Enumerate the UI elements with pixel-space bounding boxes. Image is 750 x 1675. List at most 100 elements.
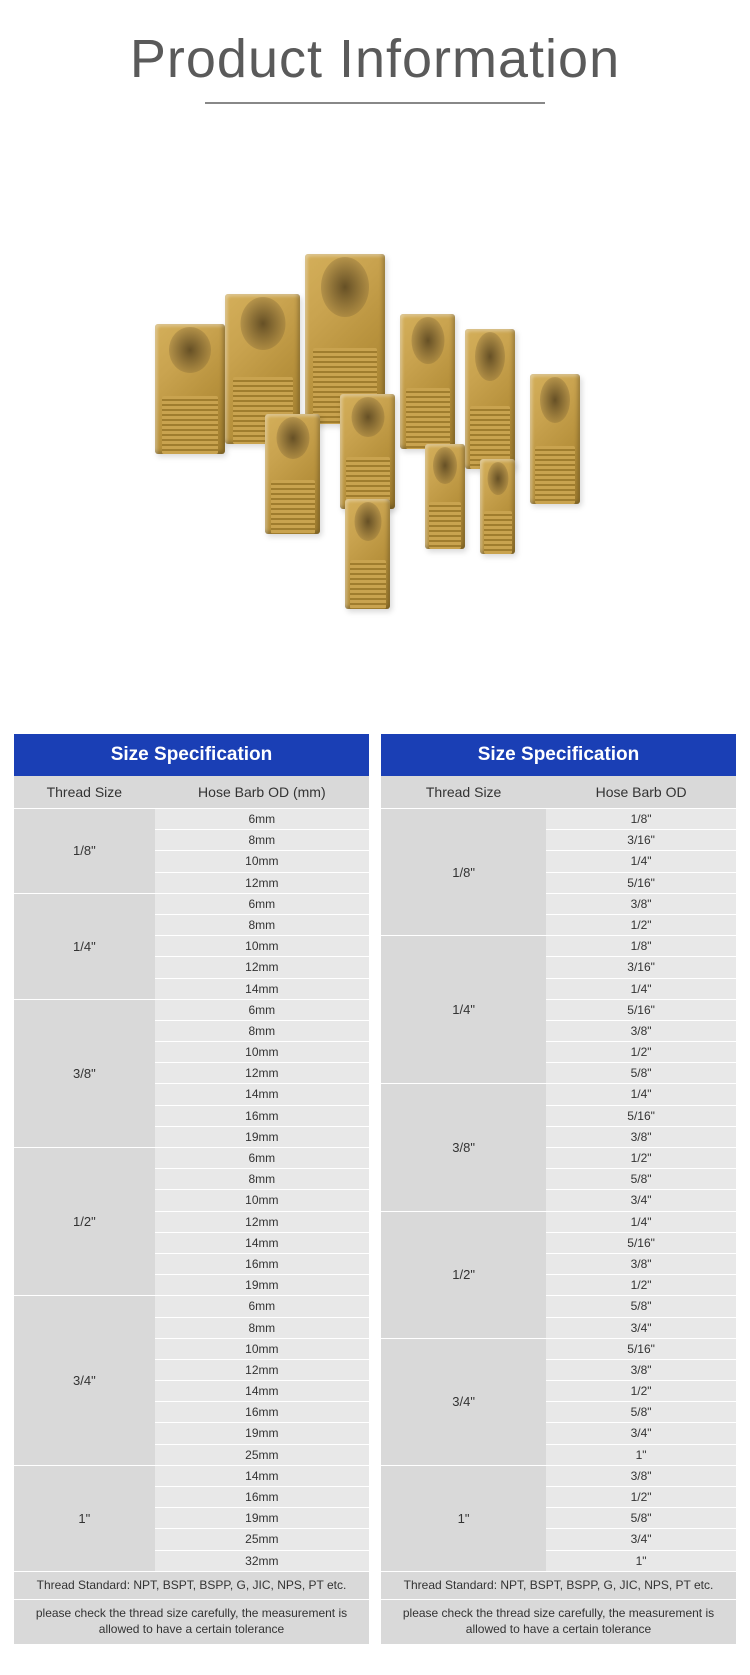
hose-barb-cell: 12mm	[155, 1359, 369, 1380]
hose-barb-cell: 1/2"	[546, 1487, 736, 1508]
brass-fitting	[465, 329, 515, 469]
size-spec-table-mm: Size SpecificationThread SizeHose Barb O…	[14, 734, 369, 1645]
thread-size-cell: 3/8"	[381, 1084, 546, 1211]
hose-barb-cell: 1/2"	[546, 914, 736, 935]
hose-barb-cell: 1/2"	[546, 1381, 736, 1402]
hose-barb-cell: 8mm	[155, 830, 369, 851]
hose-barb-cell: 3/4"	[546, 1317, 736, 1338]
hose-barb-cell: 3/16"	[546, 830, 736, 851]
hose-barb-cell: 3/8"	[546, 1253, 736, 1274]
tables-container: Size SpecificationThread SizeHose Barb O…	[0, 734, 750, 1675]
brass-fitting	[345, 499, 390, 609]
hose-barb-cell: 14mm	[155, 1465, 369, 1486]
brass-fitting	[530, 374, 580, 504]
hose-barb-cell: 14mm	[155, 978, 369, 999]
thread-size-cell: 3/8"	[14, 999, 155, 1147]
thread-size-cell: 1"	[381, 1465, 546, 1571]
hose-barb-cell: 8mm	[155, 914, 369, 935]
hose-barb-cell: 5/16"	[546, 872, 736, 893]
thread-size-cell: 1"	[14, 1465, 155, 1571]
hose-barb-cell: 1/4"	[546, 1211, 736, 1232]
hose-barb-cell: 5/16"	[546, 999, 736, 1020]
hose-barb-cell: 16mm	[155, 1253, 369, 1274]
hose-barb-cell: 5/16"	[546, 1232, 736, 1253]
hose-barb-cell: 1/2"	[546, 1275, 736, 1296]
hose-barb-cell: 10mm	[155, 851, 369, 872]
table-footer-note: Thread Standard: NPT, BSPT, BSPP, G, JIC…	[381, 1571, 736, 1600]
hose-barb-cell: 12mm	[155, 957, 369, 978]
page-title: Product Information	[0, 28, 750, 90]
hose-barb-cell: 19mm	[155, 1126, 369, 1147]
hose-barb-cell: 5/16"	[546, 1338, 736, 1359]
hose-barb-cell: 3/16"	[546, 957, 736, 978]
hose-barb-cell: 6mm	[155, 1148, 369, 1169]
hose-barb-cell: 10mm	[155, 1190, 369, 1211]
product-image-region	[0, 144, 750, 724]
hose-barb-cell: 6mm	[155, 1296, 369, 1317]
brass-fitting	[265, 414, 320, 534]
table-footer-note: please check the thread size carefully, …	[14, 1600, 369, 1644]
brass-fitting	[480, 459, 515, 554]
hose-barb-cell: 1"	[546, 1444, 736, 1465]
hose-barb-cell: 25mm	[155, 1444, 369, 1465]
hose-barb-cell: 16mm	[155, 1487, 369, 1508]
hose-barb-cell: 1"	[546, 1550, 736, 1571]
hose-barb-cell: 10mm	[155, 1042, 369, 1063]
hose-barb-cell: 16mm	[155, 1105, 369, 1126]
thread-size-cell: 3/4"	[381, 1338, 546, 1465]
hose-barb-cell: 3/8"	[546, 1020, 736, 1041]
hose-barb-cell: 1/2"	[546, 1148, 736, 1169]
column-header: Hose Barb OD	[546, 776, 736, 809]
hose-barb-cell: 8mm	[155, 1169, 369, 1190]
hose-barb-cell: 3/4"	[546, 1423, 736, 1444]
column-header: Hose Barb OD (mm)	[155, 776, 369, 809]
thread-size-cell: 1/4"	[14, 893, 155, 999]
hose-barb-cell: 32mm	[155, 1550, 369, 1571]
hose-barb-cell: 1/4"	[546, 851, 736, 872]
hose-barb-cell: 14mm	[155, 1084, 369, 1105]
hose-barb-cell: 1/8"	[546, 809, 736, 830]
hose-barb-cell: 10mm	[155, 1338, 369, 1359]
hose-barb-cell: 12mm	[155, 1063, 369, 1084]
hose-barb-cell: 3/4"	[546, 1190, 736, 1211]
table-title: Size Specification	[14, 734, 369, 776]
size-spec-table-inch: Size SpecificationThread SizeHose Barb O…	[381, 734, 736, 1645]
hose-barb-cell: 14mm	[155, 1232, 369, 1253]
hose-barb-cell: 5/8"	[546, 1402, 736, 1423]
brass-fittings-illustration	[135, 244, 615, 624]
hose-barb-cell: 12mm	[155, 1211, 369, 1232]
hose-barb-cell: 8mm	[155, 1020, 369, 1041]
thread-size-cell: 3/4"	[14, 1296, 155, 1466]
hose-barb-cell: 16mm	[155, 1402, 369, 1423]
hose-barb-cell: 5/8"	[546, 1169, 736, 1190]
table-title: Size Specification	[381, 734, 736, 776]
hose-barb-cell: 1/4"	[546, 978, 736, 999]
hose-barb-cell: 1/4"	[546, 1084, 736, 1105]
hose-barb-cell: 19mm	[155, 1275, 369, 1296]
thread-size-cell: 1/8"	[381, 809, 546, 936]
hose-barb-cell: 3/8"	[546, 1465, 736, 1486]
hose-barb-cell: 8mm	[155, 1317, 369, 1338]
hose-barb-cell: 6mm	[155, 893, 369, 914]
hose-barb-cell: 3/8"	[546, 1126, 736, 1147]
hose-barb-cell: 3/8"	[546, 893, 736, 914]
brass-fitting	[400, 314, 455, 449]
table-footer-note: please check the thread size carefully, …	[381, 1600, 736, 1644]
title-underline	[205, 102, 545, 104]
thread-size-cell: 1/4"	[381, 936, 546, 1084]
hose-barb-cell: 19mm	[155, 1508, 369, 1529]
hose-barb-cell: 5/8"	[546, 1508, 736, 1529]
hose-barb-cell: 6mm	[155, 999, 369, 1020]
thread-size-cell: 1/2"	[381, 1211, 546, 1338]
hose-barb-cell: 12mm	[155, 872, 369, 893]
hose-barb-cell: 3/4"	[546, 1529, 736, 1550]
hose-barb-cell: 5/16"	[546, 1105, 736, 1126]
hose-barb-cell: 3/8"	[546, 1359, 736, 1380]
hose-barb-cell: 6mm	[155, 809, 369, 830]
thread-size-cell: 1/8"	[14, 809, 155, 894]
hose-barb-cell: 25mm	[155, 1529, 369, 1550]
brass-fitting	[155, 324, 225, 454]
brass-fitting	[340, 394, 395, 509]
column-header: Thread Size	[14, 776, 155, 809]
hose-barb-cell: 5/8"	[546, 1063, 736, 1084]
